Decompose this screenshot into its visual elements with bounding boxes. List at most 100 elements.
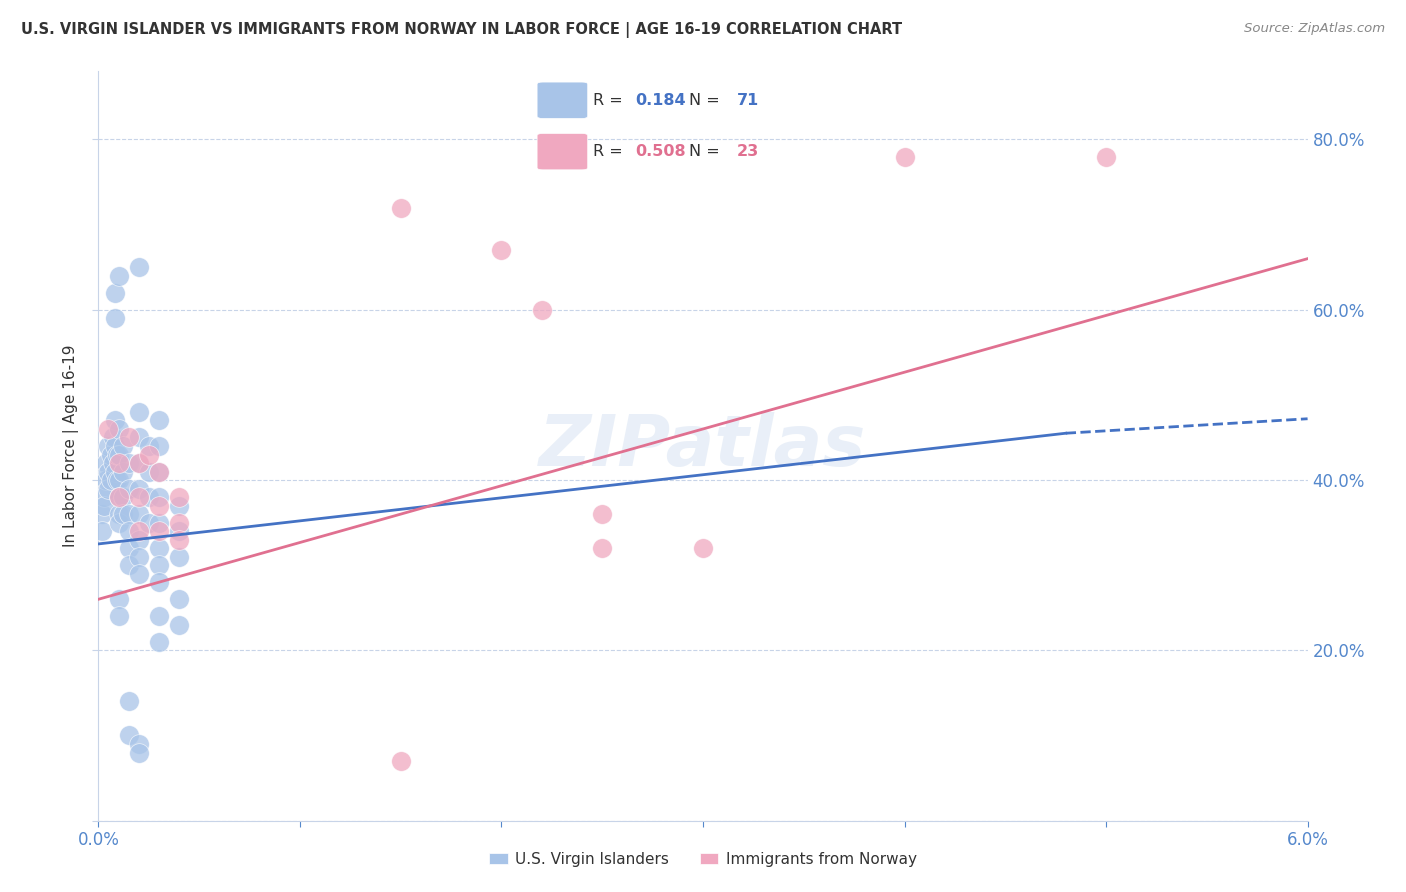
Point: [97, 482, 120, 496]
Point: [893, 149, 915, 163]
Point: [101, 430, 124, 444]
Point: [138, 516, 160, 530]
Point: [105, 448, 128, 462]
Point: [96, 473, 118, 487]
Point: [148, 558, 170, 573]
Point: [128, 737, 150, 751]
Point: [148, 541, 170, 556]
Point: [148, 516, 170, 530]
Point: [107, 448, 129, 462]
Point: [103, 285, 125, 300]
Point: [148, 499, 170, 513]
Point: [128, 456, 150, 470]
Point: [107, 490, 129, 504]
Point: [93, 490, 115, 504]
Point: [148, 635, 170, 649]
Text: U.S. VIRGIN ISLANDER VS IMMIGRANTS FROM NORWAY IN LABOR FORCE | AGE 16-19 CORREL: U.S. VIRGIN ISLANDER VS IMMIGRANTS FROM …: [21, 22, 903, 38]
Text: 71: 71: [737, 93, 759, 108]
Text: R =: R =: [593, 145, 628, 159]
Point: [128, 430, 150, 444]
Point: [148, 465, 170, 479]
Point: [118, 430, 141, 444]
Point: [103, 439, 125, 453]
Point: [167, 533, 190, 547]
Point: [118, 507, 141, 521]
Point: [107, 456, 129, 470]
Point: [167, 516, 190, 530]
Point: [96, 456, 118, 470]
Text: ZIPatlas: ZIPatlas: [540, 411, 866, 481]
Point: [107, 507, 129, 521]
Point: [128, 533, 150, 547]
Point: [167, 499, 190, 513]
Point: [107, 422, 129, 436]
Point: [111, 490, 134, 504]
Point: [389, 754, 412, 768]
Point: [148, 490, 170, 504]
Point: [148, 465, 170, 479]
Text: N =: N =: [689, 145, 725, 159]
Point: [1095, 149, 1118, 163]
Point: [97, 422, 120, 436]
Point: [93, 499, 115, 513]
Point: [101, 456, 124, 470]
Point: [148, 609, 170, 624]
Point: [107, 516, 129, 530]
FancyBboxPatch shape: [537, 82, 588, 119]
Point: [167, 524, 190, 538]
Point: [118, 524, 141, 538]
Text: 0.184: 0.184: [636, 93, 686, 108]
Text: Source: ZipAtlas.com: Source: ZipAtlas.com: [1244, 22, 1385, 36]
Point: [97, 465, 120, 479]
Point: [118, 482, 141, 496]
Legend: U.S. Virgin Islanders, Immigrants from Norway: U.S. Virgin Islanders, Immigrants from N…: [484, 846, 922, 873]
Point: [389, 201, 412, 215]
Point: [128, 405, 150, 419]
Point: [148, 524, 170, 538]
Point: [128, 507, 150, 521]
Text: 0.508: 0.508: [636, 145, 686, 159]
Point: [148, 575, 170, 590]
Point: [128, 746, 150, 760]
Point: [167, 549, 190, 564]
Point: [97, 439, 120, 453]
Point: [167, 592, 190, 607]
Point: [530, 302, 553, 317]
Point: [111, 465, 134, 479]
Text: 23: 23: [737, 145, 759, 159]
Point: [91, 507, 114, 521]
Point: [167, 617, 190, 632]
Point: [91, 524, 114, 538]
Point: [111, 439, 134, 453]
Point: [118, 456, 141, 470]
Point: [105, 473, 128, 487]
Point: [138, 448, 160, 462]
Point: [167, 490, 190, 504]
Point: [111, 507, 134, 521]
Point: [107, 268, 129, 283]
Point: [118, 729, 141, 743]
Point: [128, 566, 150, 581]
Point: [128, 549, 150, 564]
Point: [103, 413, 125, 427]
Text: N =: N =: [689, 93, 725, 108]
Point: [128, 482, 150, 496]
Point: [118, 541, 141, 556]
FancyBboxPatch shape: [537, 134, 588, 169]
Point: [138, 490, 160, 504]
Point: [148, 413, 170, 427]
Point: [107, 592, 129, 607]
Y-axis label: In Labor Force | Age 16-19: In Labor Force | Age 16-19: [63, 344, 79, 548]
Point: [118, 694, 141, 708]
Point: [128, 490, 150, 504]
Point: [107, 609, 129, 624]
Text: R =: R =: [593, 93, 628, 108]
Point: [491, 243, 513, 257]
Point: [107, 490, 129, 504]
Point: [118, 558, 141, 573]
Point: [591, 541, 613, 556]
Point: [148, 439, 170, 453]
Point: [591, 507, 613, 521]
Point: [107, 473, 129, 487]
Point: [103, 311, 125, 326]
